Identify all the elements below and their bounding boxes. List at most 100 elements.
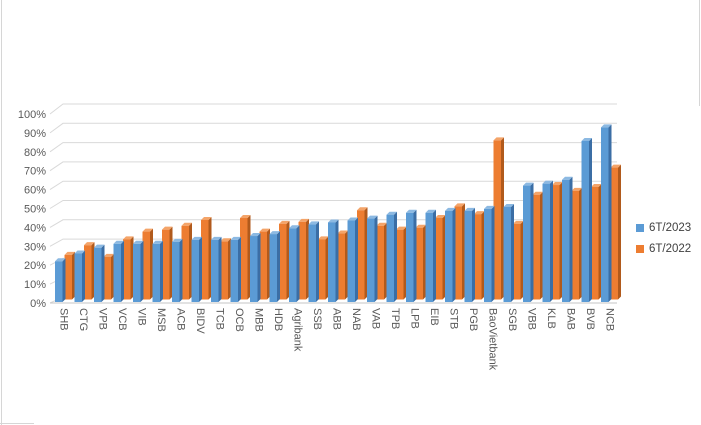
bar-VCB-6T/2023-top <box>113 240 124 244</box>
legend-item-2022: 6T/2022 <box>636 238 691 259</box>
y-axis-tick-label: 30% <box>24 241 46 253</box>
x-axis-label-BIDV: BIDV <box>194 308 206 334</box>
bar-TPB-6T/2023-top <box>386 211 397 215</box>
bar-BIDV-6T/2022-top <box>201 216 212 220</box>
bar-NAB-6T/2023 <box>347 220 355 302</box>
bar-CTG-6T/2023-top <box>74 250 85 254</box>
x-axis-label-Agribank: Agribank <box>292 308 304 352</box>
bar-TPB-6T/2022-top <box>396 226 407 230</box>
bar-EIB-6T/2023 <box>425 212 433 302</box>
bar-MSB-6T/2022-top <box>162 226 173 230</box>
bar-VPB-6T/2023-top <box>94 244 105 248</box>
x-axis-label-CTG: CTG <box>77 308 89 331</box>
x-axis-label-BVB: BVB <box>584 308 596 330</box>
x-axis-label-MSB: MSB <box>155 308 167 332</box>
bar-KLB-6T/2022 <box>552 185 560 300</box>
legend-swatch-2023-icon <box>636 223 644 232</box>
bar-BVB-6T/2022-side <box>598 183 602 300</box>
bar-BaoVietbank-6T/2023-top <box>484 205 495 209</box>
bar-ACB-6T/2022 <box>181 225 189 300</box>
bar-VCB-6T/2022-side <box>130 236 134 300</box>
bar-PGB-6T/2023-top <box>464 207 475 211</box>
bar-Agribank-6T/2022-side <box>306 218 309 300</box>
bar-STB-6T/2023-top <box>445 207 456 211</box>
bar-VCB-6T/2022-top <box>123 236 134 240</box>
x-axis-label-TPB: TPB <box>389 308 401 329</box>
bar-VIB-6T/2022 <box>142 231 150 300</box>
x-axis-label-KLB: KLB <box>545 308 557 329</box>
bar-EIB-6T/2022-top <box>435 215 446 219</box>
x-axis-label-EIB: EIB <box>428 308 440 326</box>
bar-BIDV-6T/2023 <box>191 239 199 302</box>
bar-VPB-6T/2022 <box>103 256 111 300</box>
bar-MSB-6T/2023 <box>152 243 160 302</box>
bar-CTG-6T/2023 <box>74 253 82 302</box>
bar-MBB-6T/2022 <box>259 231 267 300</box>
bar-HDB-6T/2023-side <box>277 231 280 302</box>
bar-Agribank-6T/2023 <box>289 228 297 302</box>
bar-BAB-6T/2022-side <box>579 187 582 300</box>
bar-NCB-6T/2023-top <box>601 124 612 128</box>
bar-SGB-6T/2023-top <box>503 203 514 207</box>
bar-ABB-6T/2022 <box>337 233 345 300</box>
bar-SSB-6T/2023-side <box>316 221 319 302</box>
bar-BVB-6T/2022-top <box>591 183 602 187</box>
bar-VAB-6T/2022-top <box>376 222 387 226</box>
gridline-80% <box>49 142 617 153</box>
legend-item-2023: 6T/2023 <box>636 217 691 238</box>
bar-MBB-6T/2022-side <box>267 228 270 300</box>
x-axis-label-VAB: VAB <box>370 308 382 329</box>
x-axis-label-VIB: VIB <box>136 308 148 326</box>
bar-LPB-6T/2022-side <box>423 224 426 300</box>
bar-BAB-6T/2023-top <box>562 176 573 180</box>
bar-BIDV-6T/2023-side <box>199 236 202 302</box>
x-axis-label-HDB: HDB <box>272 308 284 331</box>
bar-BAB-6T/2023-side <box>569 176 573 302</box>
bar-KLB-6T/2022-side <box>559 182 563 300</box>
bar-NCB-6T/2022-side <box>618 164 621 300</box>
x-axis-label-SSB: SSB <box>311 308 323 330</box>
bar-BAB-6T/2022 <box>571 190 579 300</box>
bar-VCB-6T/2022 <box>123 239 131 300</box>
bar-BIDV-6T/2022 <box>201 219 209 300</box>
bar-VAB-6T/2022-side <box>384 222 387 300</box>
bar-VAB-6T/2023-side <box>374 215 378 302</box>
y-axis-tick-label: 100% <box>18 109 46 121</box>
bar-BaoVietbank-6T/2022-side <box>501 137 504 300</box>
bar-VIB-6T/2022-side <box>150 228 153 300</box>
bar-VPB-6T/2023 <box>94 247 102 302</box>
bar-VBB-6T/2023-top <box>523 182 534 186</box>
bar-ABB-6T/2023-top <box>328 219 339 223</box>
bar-TCB-6T/2023-top <box>211 236 222 240</box>
bar-ACB-6T/2022-top <box>181 222 192 226</box>
bar-ACB-6T/2023-side <box>179 238 183 302</box>
bar-STB-6T/2022 <box>454 206 462 300</box>
x-axis-label-VCB: VCB <box>116 308 128 331</box>
bar-HDB-6T/2022-top <box>279 220 290 224</box>
bar-VPB-6T/2022-side <box>111 253 114 300</box>
bar-TCB-6T/2022-side <box>228 238 231 300</box>
y-axis-tick-label: 40% <box>24 222 46 234</box>
bar-SGB-6T/2022-side <box>520 220 524 300</box>
bar-BaoVietbank-6T/2023 <box>484 208 492 302</box>
bar-MSB-6T/2023-top <box>152 240 163 244</box>
bar-VIB-6T/2023-top <box>133 240 144 244</box>
bar-SHB-6T/2023 <box>55 261 63 302</box>
y-axis-tick-label: 10% <box>24 279 46 291</box>
y-axis-tick-label: 0% <box>30 298 46 310</box>
x-axis-label-SHB: SHB <box>58 308 70 331</box>
chart-legend: 6T/2023 6T/2022 <box>636 217 691 259</box>
bar-VAB-6T/2023-top <box>367 215 378 219</box>
bar-EIB-6T/2023-top <box>425 209 436 213</box>
bar-CTG-6T/2022-top <box>84 242 95 246</box>
bar-BaoVietbank-6T/2022-top <box>493 137 504 141</box>
bar-KLB-6T/2023-top <box>542 180 553 184</box>
bar-SGB-6T/2022-top <box>513 220 524 224</box>
screenshot-edge-artifact-left <box>1 0 2 425</box>
bar-LPB-6T/2023-side <box>413 209 417 302</box>
x-axis-label-NCB: NCB <box>604 308 616 331</box>
bar-MSB-6T/2023-side <box>160 240 163 302</box>
bar-SSB-6T/2022-top <box>318 236 329 240</box>
bar-NCB-6T/2023-side <box>608 124 612 303</box>
